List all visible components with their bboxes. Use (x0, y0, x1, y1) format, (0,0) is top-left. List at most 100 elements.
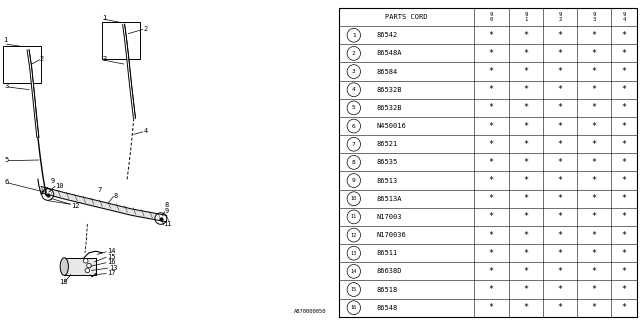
Text: *: * (557, 31, 563, 40)
Text: *: * (489, 267, 494, 276)
Text: 9
4: 9 4 (622, 12, 626, 22)
Text: N170036: N170036 (376, 232, 406, 238)
Text: 86532B: 86532B (376, 87, 402, 93)
Text: *: * (621, 249, 627, 258)
Text: *: * (489, 158, 494, 167)
Text: *: * (621, 267, 627, 276)
Text: *: * (489, 85, 494, 94)
Text: 7: 7 (352, 142, 356, 147)
Text: 86638D: 86638D (376, 268, 402, 274)
Circle shape (42, 189, 54, 200)
Text: *: * (489, 31, 494, 40)
Circle shape (86, 263, 92, 268)
Text: *: * (557, 85, 563, 94)
Text: *: * (489, 140, 494, 149)
Circle shape (347, 301, 360, 315)
Text: 86548A: 86548A (376, 51, 402, 56)
Text: 13: 13 (109, 265, 117, 270)
Text: 9
0: 9 0 (490, 12, 493, 22)
Text: *: * (591, 303, 596, 312)
Text: *: * (524, 285, 528, 294)
Text: *: * (621, 85, 627, 94)
Circle shape (347, 101, 360, 115)
Text: *: * (557, 122, 563, 131)
Text: 86542: 86542 (376, 32, 397, 38)
Text: *: * (621, 140, 627, 149)
Text: *: * (591, 158, 596, 167)
Text: 3: 3 (102, 56, 106, 62)
Text: 15: 15 (107, 254, 116, 260)
Circle shape (347, 228, 360, 242)
Text: 9
2: 9 2 (558, 12, 561, 22)
Text: *: * (557, 103, 563, 112)
Text: 4: 4 (143, 128, 148, 134)
Text: 3: 3 (5, 84, 9, 89)
Text: *: * (591, 249, 596, 258)
Text: 14: 14 (107, 248, 116, 254)
Text: 1: 1 (3, 37, 8, 43)
Circle shape (347, 46, 360, 60)
Text: 86548: 86548 (376, 305, 397, 311)
Text: *: * (524, 194, 528, 203)
Text: 12: 12 (71, 204, 79, 209)
Text: 16: 16 (107, 259, 116, 265)
Text: *: * (621, 303, 627, 312)
Text: *: * (621, 122, 627, 131)
Text: 86535: 86535 (376, 159, 397, 165)
Text: 10: 10 (351, 196, 357, 201)
Text: *: * (524, 303, 528, 312)
Ellipse shape (60, 258, 68, 275)
Text: *: * (591, 194, 596, 203)
Circle shape (347, 156, 360, 169)
Text: *: * (489, 303, 494, 312)
Text: *: * (524, 140, 528, 149)
Text: 9: 9 (352, 178, 356, 183)
Circle shape (155, 213, 167, 224)
Circle shape (347, 119, 360, 133)
Text: *: * (591, 140, 596, 149)
Circle shape (347, 192, 360, 206)
Text: *: * (557, 230, 563, 240)
Text: *: * (591, 103, 596, 112)
Text: 2: 2 (40, 56, 44, 62)
Text: *: * (621, 103, 627, 112)
Text: *: * (591, 49, 596, 58)
Text: 8: 8 (352, 160, 356, 165)
Text: *: * (621, 194, 627, 203)
Text: *: * (591, 267, 596, 276)
Circle shape (85, 268, 90, 273)
Text: *: * (557, 303, 563, 312)
Circle shape (347, 265, 360, 278)
Text: 2: 2 (143, 26, 148, 32)
Circle shape (347, 283, 360, 296)
Text: 6: 6 (5, 180, 9, 185)
Text: 86513A: 86513A (376, 196, 402, 202)
Text: 86513: 86513 (376, 178, 397, 184)
Text: *: * (591, 176, 596, 185)
Text: 6: 6 (352, 124, 356, 129)
Text: 86584: 86584 (376, 68, 397, 75)
Text: 1: 1 (102, 15, 106, 20)
Text: 1: 1 (352, 33, 356, 38)
Text: *: * (489, 285, 494, 294)
Text: 9: 9 (51, 178, 55, 184)
Text: *: * (591, 285, 596, 294)
Circle shape (347, 28, 360, 42)
Text: *: * (489, 230, 494, 240)
Text: 5: 5 (5, 157, 9, 163)
Text: *: * (489, 194, 494, 203)
Circle shape (347, 210, 360, 224)
Text: *: * (489, 122, 494, 131)
Text: *: * (557, 140, 563, 149)
Text: *: * (591, 67, 596, 76)
Text: 14: 14 (351, 269, 357, 274)
Text: *: * (557, 249, 563, 258)
Text: *: * (524, 158, 528, 167)
Text: 4: 4 (352, 87, 356, 92)
Text: *: * (591, 122, 596, 131)
Text: 7: 7 (97, 188, 102, 193)
Text: *: * (524, 176, 528, 185)
Text: PARTS CORD: PARTS CORD (385, 14, 428, 20)
Text: *: * (489, 103, 494, 112)
Text: 11: 11 (163, 221, 172, 227)
